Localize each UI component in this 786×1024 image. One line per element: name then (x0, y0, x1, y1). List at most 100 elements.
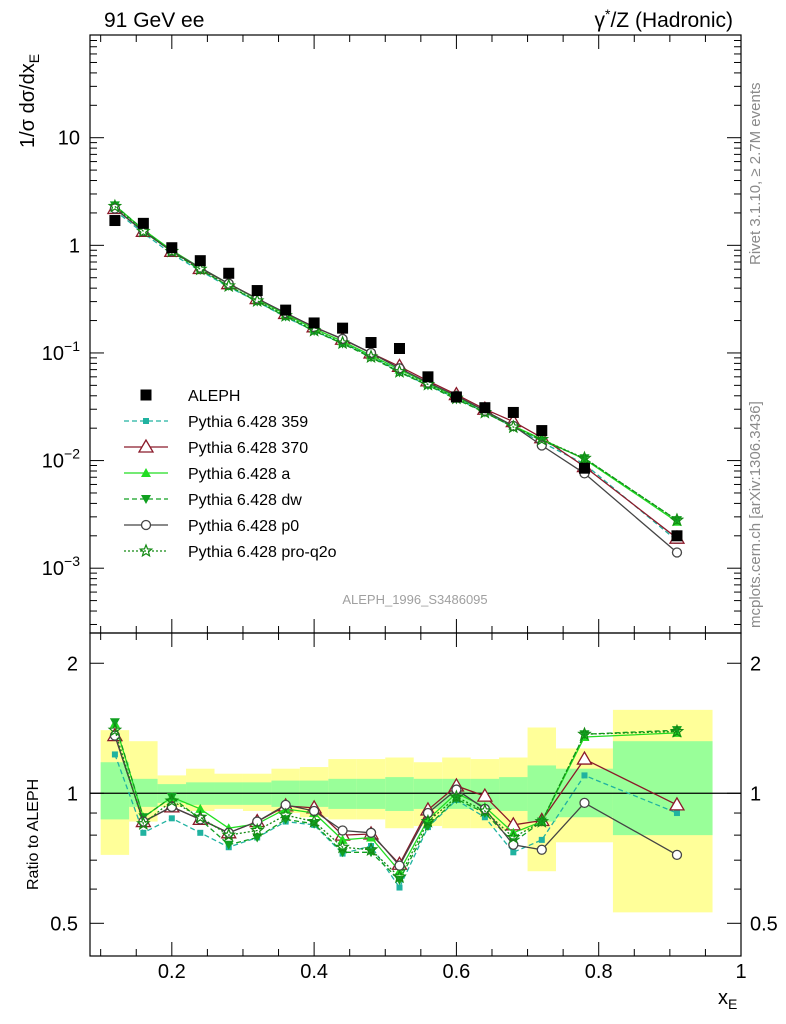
ratio-point (166, 793, 177, 803)
legend-label: ALEPH (188, 388, 240, 405)
legend-label: Pythia 6.428 p0 (188, 518, 299, 535)
x-tick-label: 0.6 (443, 961, 471, 983)
ratio-point (223, 840, 234, 850)
x-tick-label: 1 (735, 961, 746, 983)
ratio-tick-label: 1 (750, 783, 761, 805)
data-point (393, 342, 405, 354)
x-tick-label: 0.2 (158, 961, 186, 983)
rivet-label: Rivet 3.1.10, ≥ 2.7M events (747, 83, 764, 266)
series-point (669, 512, 685, 527)
ratio-point (534, 813, 550, 828)
series-point (249, 293, 265, 308)
data-point (137, 217, 149, 229)
ratio-tick-label: 1 (67, 783, 78, 805)
ratio-point (581, 772, 588, 779)
ratio-point (579, 797, 590, 809)
inner-band (385, 777, 414, 811)
ratio-point (337, 848, 348, 858)
ratio-point (335, 839, 350, 854)
mcplots-label: mcplots.cern.ch [arXiv:1306.3436] (747, 401, 764, 628)
ratio-y-ticks (90, 662, 741, 924)
y-tick-label: 10 (58, 128, 80, 150)
series-point (671, 547, 683, 558)
ratio-point (221, 827, 237, 842)
ratio-ylabel: Ratio to ALEPH (25, 779, 42, 890)
ratio-point (420, 813, 436, 828)
x-tick-labels: 0.2 0.4 0.6 0.8 1 (158, 961, 747, 983)
series-point (534, 431, 550, 446)
legend-label: Pythia 6.428 370 (188, 440, 308, 457)
ratio-panel: 0.5 0.51 12 2 Ratio to ALEPH 0.2 0.4 0.6 0.8 1 … (25, 632, 778, 1012)
ratio-point (669, 723, 685, 738)
ratio-point (510, 849, 517, 856)
inner-band (612, 741, 713, 836)
ratio-line (114, 730, 678, 879)
ratio-point (365, 827, 377, 838)
ratio-series-lines (106, 718, 686, 891)
ratio-point (195, 803, 206, 813)
ratio-point (136, 816, 151, 830)
ratio-point (164, 793, 180, 808)
data-point (365, 337, 377, 349)
series-point (107, 198, 123, 213)
series-line (114, 205, 678, 521)
legend-marker (141, 495, 151, 504)
ratio-point (193, 809, 208, 824)
data-point (109, 215, 121, 227)
uncertainty-bands (100, 709, 713, 913)
ratio-point (394, 860, 405, 871)
ratio-point (278, 807, 293, 822)
data-point (422, 371, 434, 383)
header-right: γ*/Z (Hadronic) (595, 6, 733, 32)
ratio-point (577, 726, 592, 741)
ratio-line (114, 723, 678, 873)
main-y-tick-labels: 10−3 10−2 10−1 1 10 (42, 128, 80, 581)
ratio-x-ticks (100, 633, 742, 956)
ratio-point (506, 829, 521, 844)
data-point (536, 425, 548, 437)
ratio-point (668, 796, 686, 811)
legend: ALEPH Pythia 6.428 359 Pythia 6.428 370 Pyt… (124, 388, 337, 561)
data-point (308, 317, 320, 329)
ratio-tick-label: 2 (67, 653, 78, 675)
series-point (335, 335, 350, 350)
x-tick-label: 0.4 (300, 961, 328, 983)
ratio-frame (89, 632, 742, 957)
ratio-point (107, 722, 123, 737)
main-y-ticks (90, 34, 741, 625)
inner-band (499, 777, 528, 811)
ratio-point (422, 814, 433, 824)
ratio-point (306, 813, 322, 828)
ratio-point (249, 822, 265, 837)
y-tick-label: 1 (69, 235, 80, 257)
main-ylabel: 1/σ dσ/dxE (17, 54, 42, 148)
series-point (392, 364, 407, 378)
legend-label: Pythia 6.428 pro-q2o (188, 544, 337, 561)
ratio-point (252, 833, 263, 843)
series-point (136, 223, 151, 238)
watermark: ALEPH_1996_S3486095 (342, 592, 487, 607)
x-axis-label: xE (718, 987, 737, 1012)
ratio-point (368, 842, 375, 849)
data-point (578, 462, 590, 474)
data-point (251, 285, 263, 297)
data-points (109, 215, 683, 542)
ratio-tick-label: 0.5 (50, 913, 78, 935)
header-left: 91 GeV ee (104, 9, 204, 32)
ratio-point (337, 825, 348, 836)
ratio-line (114, 754, 678, 889)
ratio-point (576, 750, 593, 765)
ratio-tick-label: 0.5 (750, 913, 778, 935)
data-point (671, 530, 683, 542)
series-point (221, 278, 237, 293)
ratio-point (337, 834, 348, 844)
ratio-point (422, 807, 434, 819)
data-point (166, 242, 178, 254)
data-point (280, 304, 292, 316)
data-point (479, 402, 491, 414)
inner-band (100, 762, 130, 820)
x-tick-label: 0.8 (585, 961, 613, 983)
legend-marker (143, 418, 149, 424)
ratio-point (392, 869, 407, 884)
